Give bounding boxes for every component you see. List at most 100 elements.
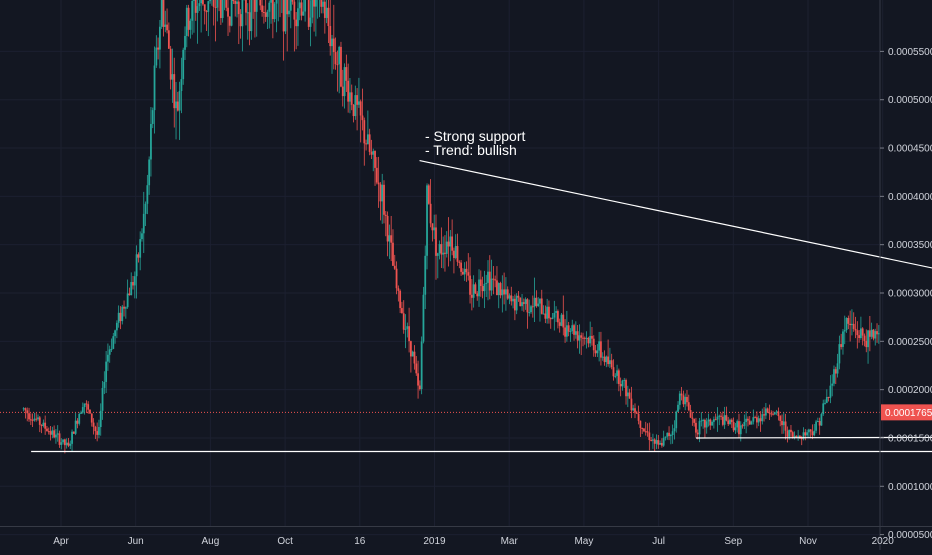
candle-body [608,360,611,365]
candle-body [558,322,561,326]
candle-body [539,298,541,304]
candle-body [838,344,841,364]
candle-body [807,429,810,433]
candle-body [323,1,326,18]
candle-body [797,435,800,437]
candle-body [824,402,826,404]
candle-body [370,151,373,155]
candle-body [859,328,862,338]
candle-body [361,115,364,121]
candle-body [784,421,787,431]
candle-body [524,299,527,304]
candle-body [236,1,238,4]
candle-body [98,427,100,435]
candle-body [259,0,262,6]
candle-body [271,0,274,20]
candle-body [37,417,39,420]
candle-body [653,439,656,444]
candle-body [90,413,93,423]
time-tick-label: 2019 [423,536,446,547]
candle-body [234,1,237,4]
candle-body [603,356,606,363]
candle-body [512,298,514,302]
candle-body [273,3,276,20]
candle-body [406,326,409,329]
candle-body [485,282,488,284]
candle-body [777,411,780,417]
candle-body [261,5,263,12]
candle-body [191,0,194,21]
candle-body [383,184,385,215]
candle-body [714,419,717,421]
candle-body [781,420,783,426]
candle-body [237,1,240,15]
time-tick-label: Aug [202,536,220,547]
candle-body [752,417,755,422]
candle-body [288,10,290,15]
candle-body [386,215,389,242]
candle-body [368,134,371,152]
candle-body [720,415,722,417]
candle-body [49,431,52,435]
candle-body [71,431,73,444]
candle-body [69,443,72,446]
time-tick-label: May [574,536,593,547]
candle-body [298,2,301,9]
time-tick-label: Apr [53,536,69,547]
candle-body [691,417,694,419]
candle-body [759,418,762,422]
candle-body [327,7,330,27]
candle-body [331,38,333,47]
candle-body [833,369,835,384]
candle-body [225,0,228,8]
candle-body [766,408,769,413]
candle-body [738,421,740,435]
candle-body [587,337,590,344]
candle-body [284,0,287,32]
candle-body [465,268,468,273]
time-tick-label: Oct [277,536,293,547]
candle-body [60,442,63,445]
candle-body [574,331,577,335]
candle-body [438,244,441,254]
candle-body [840,344,843,347]
time-tick-label: 16 [354,536,366,547]
candle-body [415,363,418,374]
candle-body [456,246,459,262]
candle-body [655,440,658,444]
candle-body [619,383,622,387]
candle-body [698,421,701,435]
candle-body [481,286,484,292]
annotation-text: - Strong support - Trend: bullish [425,128,525,158]
trendline-resistance[interactable] [419,160,932,325]
candle-body [542,313,545,315]
candle-body [748,420,751,425]
trendline-support-2[interactable] [695,436,932,439]
candle-body [128,293,131,296]
candle-body [528,312,531,314]
candle-body [531,306,534,308]
candle-body [470,294,473,298]
candle-body [861,328,864,336]
candle-body [209,0,212,2]
candle-body [549,318,552,320]
candle-body [847,317,850,324]
candle-body [851,323,853,326]
time-tick-label: Jun [128,536,144,547]
candle-body [83,403,86,408]
candle-body [221,0,224,18]
candle-body [123,306,125,309]
candle-body [804,432,807,436]
candle-body [427,185,430,204]
candle-body [856,330,859,336]
candle-body [626,392,629,397]
drawings[interactable] [31,160,932,453]
price-axis[interactable]: 0.0005500 0.0005000 0.0004500 0.0004000 0.00… [879,0,932,550]
candle-body [612,367,615,377]
candle-body [664,436,667,438]
candle-body [650,440,653,442]
time-axis[interactable]: Apr Jun Aug Oct 16 2019 Mar May Jul Sep Nov 2020 [0,526,932,548]
candle-body [214,6,217,8]
candle-body [304,0,307,12]
